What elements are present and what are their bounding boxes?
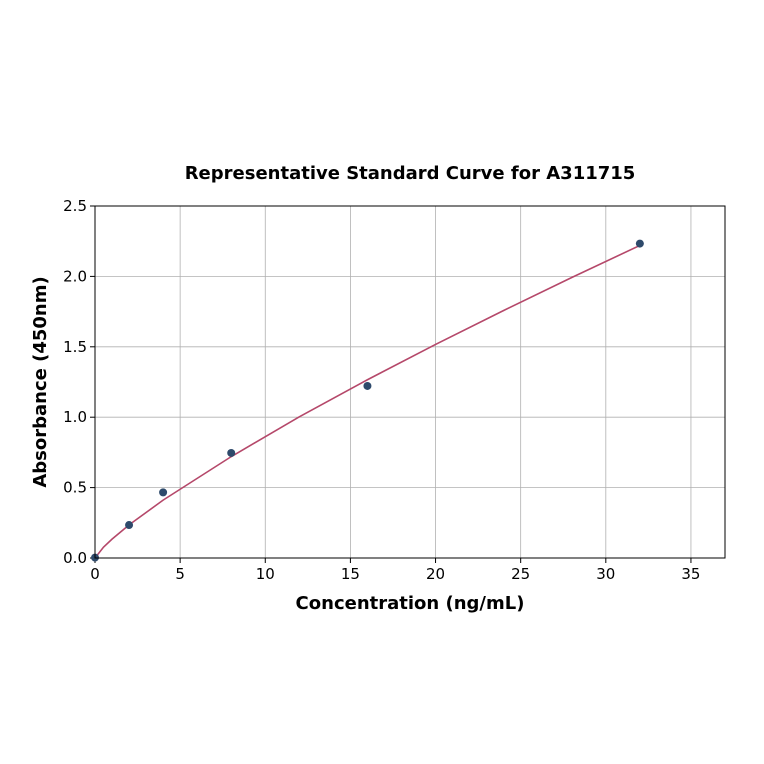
data-point	[159, 488, 168, 497]
y-tick-label: 1.0	[63, 408, 87, 426]
x-tick-label: 20	[426, 565, 445, 583]
data-point	[363, 381, 372, 390]
y-axis-label: Absorbance (450nm)	[30, 276, 51, 487]
fit-curve-line	[94, 244, 641, 559]
x-tick-label: 35	[681, 565, 700, 583]
y-tick-label: 0.5	[63, 479, 87, 497]
plot-frame	[94, 205, 726, 559]
x-tick-label: 25	[511, 565, 530, 583]
y-tick-label: 2.0	[63, 267, 87, 285]
data-point	[227, 448, 236, 457]
data-point	[635, 239, 644, 248]
x-tick-label: 0	[90, 565, 100, 583]
y-tick-label: 0.0	[63, 549, 87, 567]
data-point	[125, 521, 134, 530]
x-tick-label: 5	[175, 565, 185, 583]
x-tick-label: 10	[256, 565, 275, 583]
x-tick-label: 30	[596, 565, 615, 583]
x-axis-label: Concentration (ng/mL)	[296, 593, 525, 614]
x-tick-label: 15	[341, 565, 360, 583]
y-tick-label: 2.5	[63, 197, 87, 215]
y-tick-label: 1.5	[63, 338, 87, 356]
chart-title: Representative Standard Curve for A31171…	[185, 163, 636, 184]
